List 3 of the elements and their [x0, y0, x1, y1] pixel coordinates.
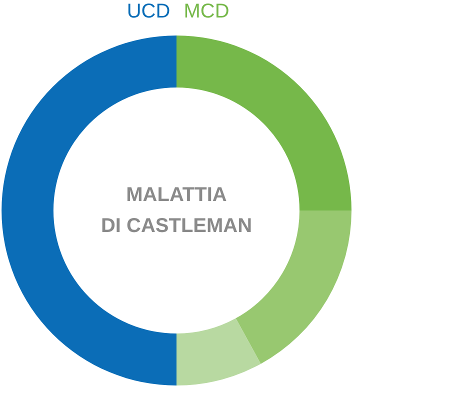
text: MALATTIA DI CASTLEMAN: [100, 184, 252, 237]
slice-label: MCD: [184, 0, 230, 22]
slice-label: UCD: [126, 0, 170, 22]
